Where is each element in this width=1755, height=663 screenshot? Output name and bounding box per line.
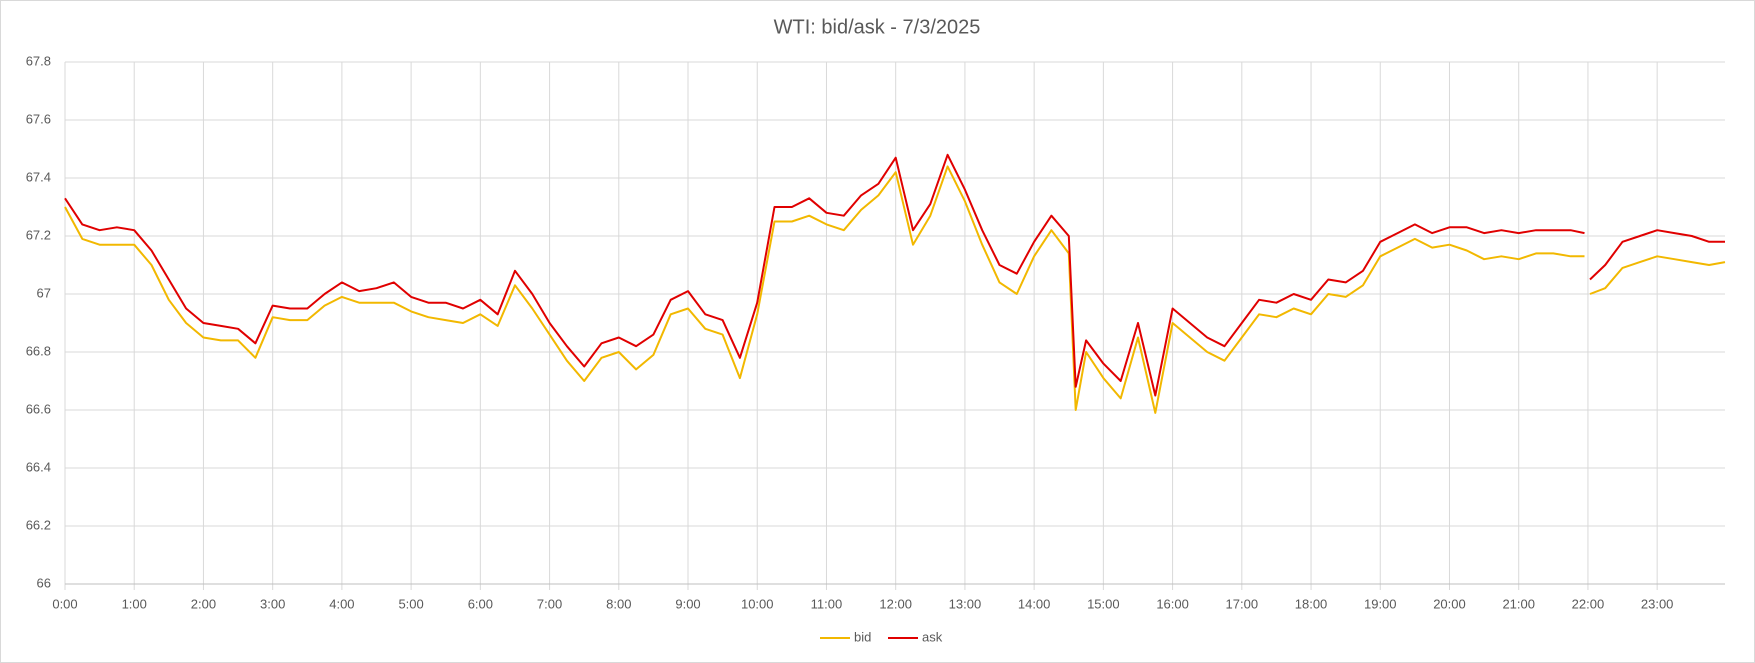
x-tick-label: 15:00: [1087, 596, 1120, 611]
x-tick-label: 14:00: [1018, 596, 1051, 611]
line-series: [64, 165, 1726, 414]
y-tick-label: 67.4: [26, 169, 51, 184]
x-tick-label: 1:00: [122, 596, 147, 611]
x-tick-label: 2:00: [191, 596, 216, 611]
x-tick-label: 8:00: [606, 596, 631, 611]
line-series: [64, 153, 1725, 397]
x-tick-label: 4:00: [329, 596, 354, 611]
x-tick-label: 6:00: [468, 596, 493, 611]
x-tick-label: 0:00: [52, 596, 77, 611]
x-tick-label: 22:00: [1572, 596, 1605, 611]
chart-title: WTI: bid/ask - 7/3/2025: [774, 16, 981, 38]
x-tick-label: 23:00: [1641, 596, 1674, 611]
y-tick-label: 66: [37, 575, 51, 590]
x-tick-label: 13:00: [949, 596, 982, 611]
legend-label: ask: [922, 629, 943, 644]
y-tick-label: 67.6: [26, 111, 51, 126]
x-tick-label: 10:00: [741, 596, 774, 611]
legend-label: bid: [854, 629, 871, 644]
y-tick-label: 66.4: [26, 459, 51, 474]
y-tick-label: 66.2: [26, 517, 51, 532]
x-tick-label: 17:00: [1226, 596, 1259, 611]
y-tick-label: 66.8: [26, 343, 51, 358]
y-tick-label: 66.6: [26, 401, 51, 416]
x-tick-label: 9:00: [675, 596, 700, 611]
x-tick-label: 20:00: [1433, 596, 1466, 611]
y-tick-label: 67.2: [26, 227, 51, 242]
x-tick-label: 5:00: [398, 596, 423, 611]
x-tick-label: 11:00: [811, 596, 843, 611]
x-tick-label: 18:00: [1295, 596, 1328, 611]
y-tick-label: 67.8: [26, 53, 51, 68]
x-tick-label: 19:00: [1364, 596, 1397, 611]
x-tick-label: 16:00: [1156, 596, 1189, 611]
x-tick-label: 12:00: [879, 596, 912, 611]
x-tick-label: 3:00: [260, 596, 285, 611]
x-tick-label: 21:00: [1502, 596, 1535, 611]
x-tick-label: 7:00: [537, 596, 562, 611]
y-tick-label: 67: [37, 285, 51, 300]
